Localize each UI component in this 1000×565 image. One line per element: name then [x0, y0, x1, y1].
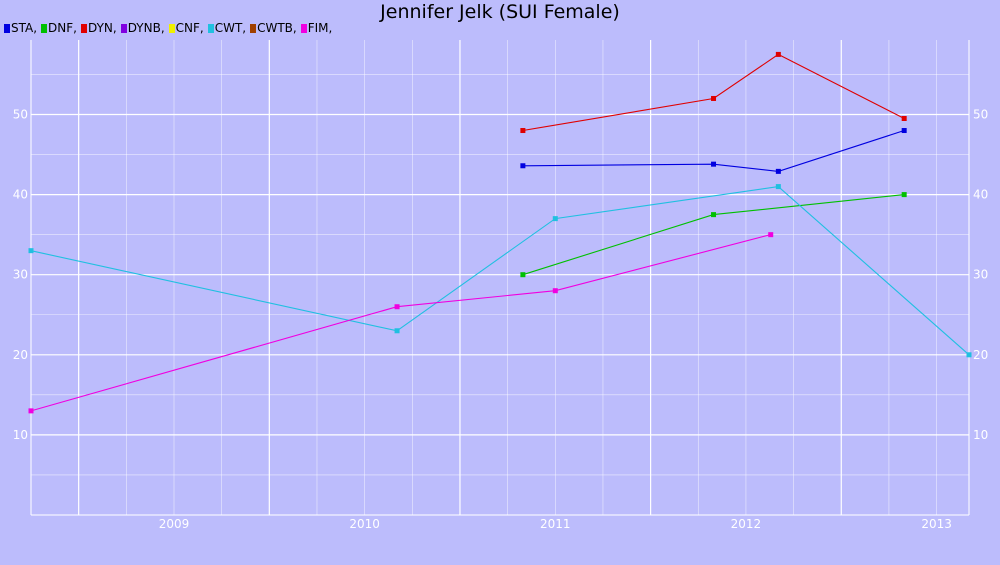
legend-label: CWTB, — [257, 21, 297, 35]
legend-item: CNF, — [168, 21, 204, 35]
data-point — [552, 216, 558, 222]
series-line — [522, 129, 905, 172]
series — [28, 232, 774, 414]
data-point — [768, 232, 774, 238]
legend-swatch — [168, 24, 175, 33]
data-point — [775, 184, 781, 190]
data-point — [394, 304, 400, 310]
legend-label: DYNB, — [127, 21, 165, 35]
legend-label: CWT, — [214, 21, 247, 35]
x-tick-label: 2009 — [159, 517, 190, 531]
legend-swatch — [300, 24, 307, 33]
data-point — [28, 408, 34, 414]
x-tick-label: 2011 — [540, 517, 571, 531]
legend-label: CNF, — [175, 21, 204, 35]
legend-label: DYN, — [87, 21, 117, 35]
data-point — [520, 128, 526, 134]
legend-item: STA, — [4, 21, 37, 35]
data-point — [394, 328, 400, 334]
series-line — [30, 186, 970, 356]
series-line — [30, 234, 771, 412]
series — [520, 51, 907, 134]
legend-item: CWTB, — [250, 21, 297, 35]
data-point — [901, 128, 907, 134]
data-point — [966, 352, 972, 358]
y-tick-label-right: 30 — [973, 268, 988, 282]
data-point — [775, 168, 781, 174]
legend-item: DYNB, — [120, 21, 165, 35]
data-point — [520, 163, 526, 169]
legend-swatch — [207, 24, 214, 33]
y-tick-label-right: 50 — [973, 107, 988, 121]
legend-label: STA, — [11, 21, 38, 35]
legend-label: FIM, — [307, 21, 333, 35]
legend: STA, DNF, DYN, DYNB, CNF, CWT, CWTB, FIM, — [4, 21, 336, 35]
series — [520, 128, 907, 174]
legend-swatch — [41, 24, 48, 33]
legend-swatch — [80, 24, 87, 33]
data-point — [520, 272, 526, 278]
series-line — [522, 53, 905, 132]
grid — [30, 40, 969, 515]
data-point — [901, 192, 907, 198]
axes: 10 10 20 20 30 30 40 40 50 50 2009 2010 2011 2012 2013 — [13, 40, 988, 531]
y-tick-label-left: 40 — [13, 188, 28, 202]
series — [28, 184, 972, 358]
y-tick-label-left: 20 — [13, 348, 28, 362]
y-tick-label-left: 50 — [13, 107, 28, 121]
data-point — [711, 95, 717, 101]
x-tick-label: 2010 — [349, 517, 380, 531]
chart-title: Jennifer Jelk (SUI Female) — [380, 1, 620, 23]
data-point — [711, 161, 717, 167]
data-point — [775, 51, 781, 57]
y-tick-label-left: 30 — [13, 268, 28, 282]
legend-swatch — [250, 24, 257, 33]
legend-item: FIM, — [300, 21, 333, 35]
y-tick-label-left: 10 — [13, 428, 28, 442]
legend-item: DYN, — [80, 21, 117, 35]
data-point — [901, 115, 907, 121]
legend-swatch — [4, 24, 10, 33]
y-tick-label-right: 40 — [973, 188, 988, 202]
legend-label: DNF, — [48, 21, 77, 35]
data-point — [28, 248, 34, 254]
series-layer — [28, 51, 972, 414]
legend-swatch — [120, 24, 127, 33]
data-point — [711, 212, 717, 218]
legend-item: CWT, — [207, 21, 247, 35]
x-tick-label: 2013 — [921, 517, 952, 531]
y-tick-label-right: 20 — [973, 348, 988, 362]
series — [520, 192, 907, 278]
y-tick-label-right: 10 — [973, 428, 988, 442]
x-tick-label: 2012 — [731, 517, 762, 531]
legend-item: DNF, — [41, 21, 77, 35]
data-point — [552, 288, 558, 294]
